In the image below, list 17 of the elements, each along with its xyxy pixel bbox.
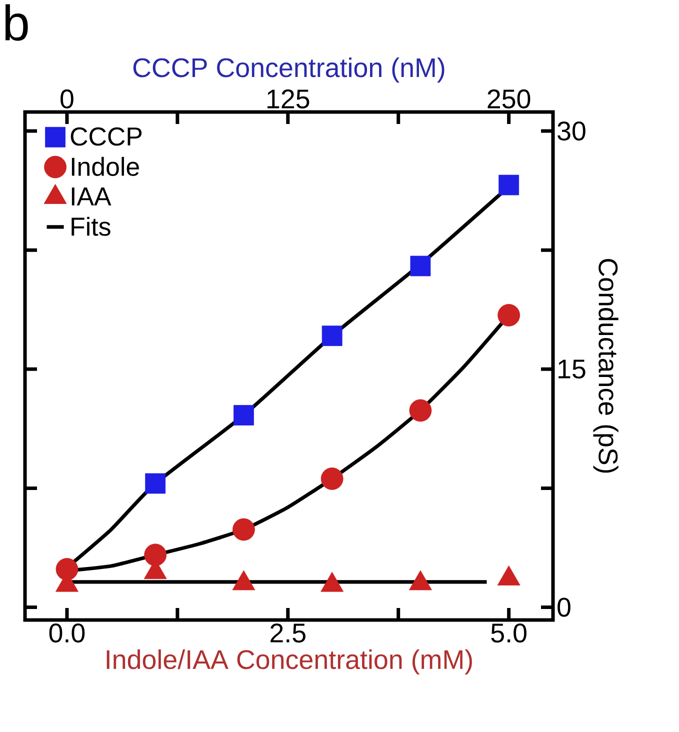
legend-label: Indole: [72, 156, 139, 176]
x2-tick-label: 250: [488, 89, 530, 108]
y-tick-label: 30: [558, 122, 586, 141]
y-tick-label: 0: [558, 598, 570, 617]
x-tick-label: 0.0: [49, 624, 85, 643]
y-tick-label: 15: [558, 360, 586, 379]
x-tick-label: 2.5: [270, 624, 306, 643]
x-axis-title: Indole/IAA Concentration (mM): [106, 649, 472, 674]
text: b: [5, 4, 28, 41]
y-axis-title: Conductance (pS): [593, 258, 618, 473]
legend-label: CCCP: [70, 127, 142, 146]
x2-axis-title: CCCP Concentration (nM): [133, 58, 444, 83]
x-tick-label: 5.0: [491, 624, 526, 643]
x2-tick-label: 125: [268, 89, 310, 108]
x2-tick-label: 0: [60, 89, 74, 108]
legend-label: Fits: [72, 216, 110, 236]
legend-label: IAA: [72, 188, 112, 206]
